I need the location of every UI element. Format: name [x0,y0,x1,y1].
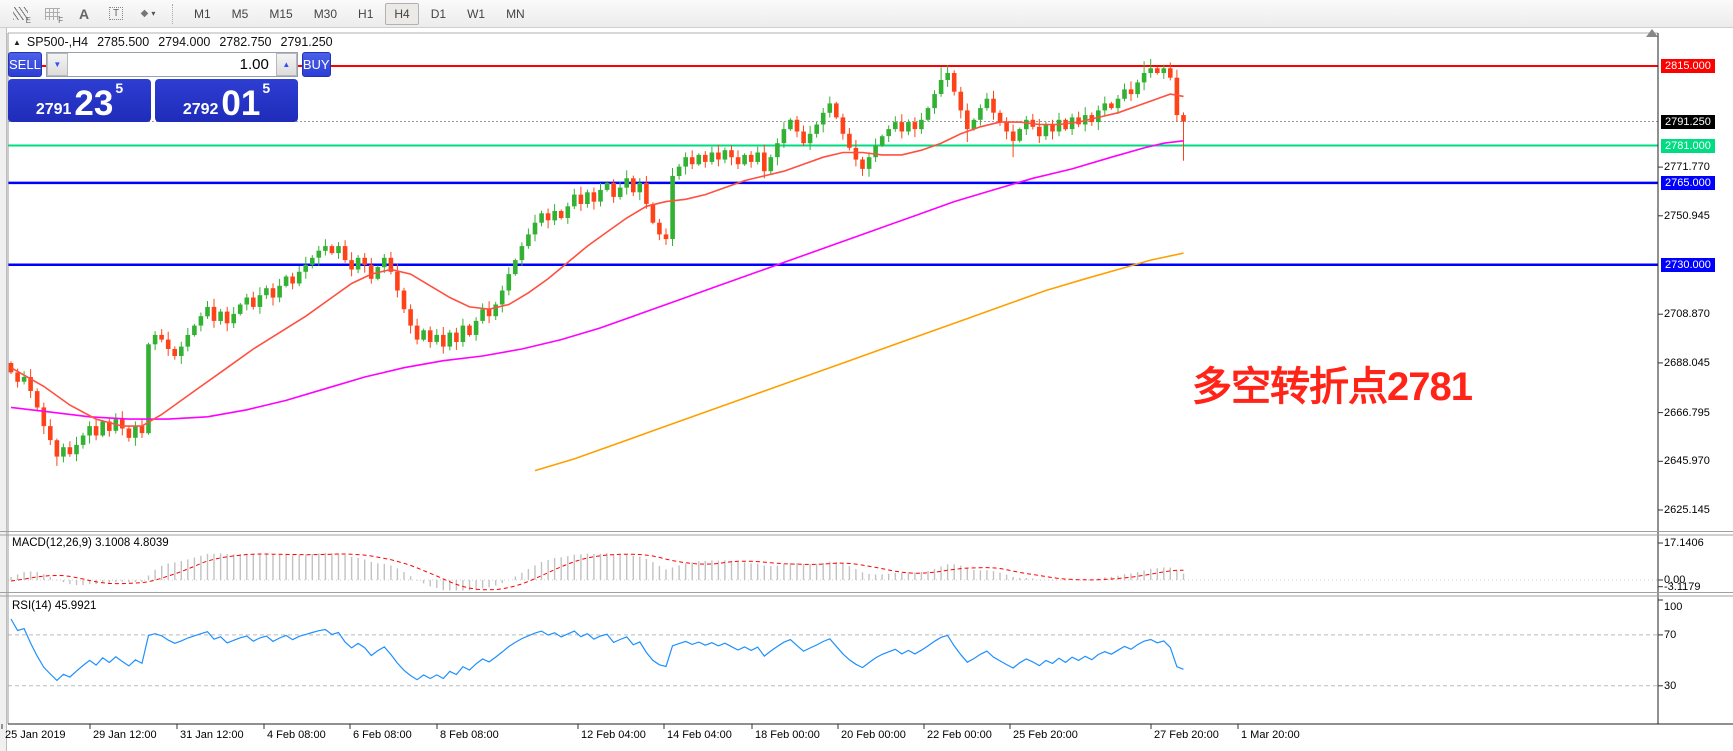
time-axis-label: 6 Feb 08:00 [353,729,412,741]
rsi-axis-label: 30 [1664,679,1677,692]
timeframe-button-h4[interactable]: H4 [385,2,419,25]
timeframe-buttons: M1 M5 M15 M30 H1 H4 D1 W1 MN [185,2,537,25]
hatch-glyph [12,7,28,20]
macd-axis-label: -3.1179 [1664,580,1701,593]
macd-axis-label: 17.1406 [1664,537,1704,549]
toolbar-separator [172,3,177,24]
time-axis-label: 20 Feb 00:00 [841,729,906,741]
symbol-title: SP500-,H4 [26,35,89,49]
annotation-text: 多空转折点2781 [1192,365,1473,409]
collapse-icon[interactable]: ▲ [13,37,21,47]
chart-shift-marker [1646,29,1658,37]
rsi-axis-label: 70 [1664,628,1677,641]
macd-label: MACD(12,26,9) 3.1008 4.8039 [12,537,169,549]
price-highlight-label: 2791.250 [1661,114,1715,129]
chevron-down-icon: ▾ [151,9,156,18]
price-tick-label: 2688.045 [1664,356,1710,369]
buy-price-prefix: 2792 [182,100,219,118]
time-axis-label: 25 Feb 20:00 [1013,729,1078,741]
price-highlight-label: 2730.000 [1661,257,1715,272]
chart-header: ▲ SP500-,H4 2785.500 2794.000 2782.750 2… [13,35,342,49]
time-axis-label: 27 Feb 20:00 [1154,729,1219,741]
price-tick-label: 2750.945 [1664,209,1710,222]
price-tick-label: 2666.795 [1664,406,1710,419]
volume-input[interactable] [67,53,276,76]
timeframe-button-w1[interactable]: W1 [467,6,486,21]
toolbar: E F A T ◆ ▾ M1 M5 M15 M30 H1 H4 D1 W1 MN [0,0,1733,28]
ohlc-low: 2782.750 [219,35,272,49]
buy-price-sup: 5 [262,80,271,96]
rsi-axis-label: 100 [1664,601,1683,613]
volume-decrease-button[interactable]: ▼ [46,53,68,76]
sell-price-big: 23 [74,84,114,124]
volume-increase-button[interactable]: ▲ [275,53,297,76]
shapes-icon[interactable]: ◆ ▾ [134,3,162,25]
indicators-icon[interactable]: E [6,3,34,25]
diamond-glyph: ◆ [140,8,149,19]
macd-plot [8,552,1658,591]
price-tick-label: 2708.870 [1664,308,1710,321]
time-axis-label: 22 Feb 00:00 [927,729,992,741]
sell-price-tile[interactable]: 2791 23 5 [8,79,151,122]
time-axis-label: 4 Feb 08:00 [267,729,326,741]
price-axis[interactable] [1659,33,1733,724]
price-tick-label: 2625.145 [1664,503,1710,516]
ohlc-high: 2794.000 [158,35,211,49]
buy-price-big: 01 [221,84,261,124]
price-tick-label: 2645.970 [1664,455,1710,468]
buy-price-tile[interactable]: 2792 01 5 [155,79,298,122]
one-click-trading-panel: SELL ▼ ▲ BUY 2791 23 5 2792 01 5 [8,52,331,122]
tool-sub-label: F [58,15,63,25]
tool-sub-label: E [25,15,31,25]
time-axis-label: 8 Feb 08:00 [440,729,499,741]
sell-price-sup: 5 [115,80,124,96]
timeframe-button-mn[interactable]: MN [506,6,525,21]
timeframe-button-m30[interactable]: M30 [313,6,338,21]
main-plot [8,59,1658,472]
time-axis-label: 25 Jan 2019 [5,729,66,741]
time-axis-label: 29 Jan 12:00 [93,729,157,741]
price-tick-label: 2771.770 [1664,161,1710,174]
ohlc-open: 2785.500 [97,35,150,49]
ohlc-close: 2791.250 [280,35,333,49]
rsi-label: RSI(14) 45.9921 [12,600,97,612]
time-axis-label: 14 Feb 04:00 [667,729,732,741]
window-left-edge [0,28,7,751]
text-box-glyph: T [108,7,124,20]
time-axis-label: 31 Jan 12:00 [180,729,244,741]
grid-glyph [44,7,60,20]
time-axis-label: 12 Feb 04:00 [581,729,646,741]
timeframe-button-d1[interactable]: D1 [430,6,447,21]
time-axis-label: 18 Feb 00:00 [755,729,820,741]
buy-button[interactable]: BUY [301,52,331,77]
time-axis-label: 1 Mar 20:00 [1241,729,1300,741]
time-axis[interactable] [0,724,1733,751]
volume-stepper: ▼ ▲ [45,52,298,77]
timeframe-button-m15[interactable]: M15 [269,6,293,21]
timeframe-button-m1[interactable]: M1 [194,6,211,21]
price-highlight-label: 2815.000 [1661,59,1715,73]
sell-price-prefix: 2791 [35,100,72,118]
price-highlight-label: 2765.000 [1661,175,1715,190]
timeframe-button-m5[interactable]: M5 [231,6,249,21]
timeframe-button-h1[interactable]: H1 [358,6,374,21]
text-label-icon[interactable]: A [78,5,90,22]
grid-icon[interactable]: F [38,3,66,25]
price-highlight-label: 2781.000 [1661,138,1715,153]
rsi-plot [8,618,1658,687]
macd-axis-label: 0.00 [1664,574,1686,586]
text-box-icon[interactable]: T [102,3,130,25]
sell-button[interactable]: SELL [8,52,42,77]
